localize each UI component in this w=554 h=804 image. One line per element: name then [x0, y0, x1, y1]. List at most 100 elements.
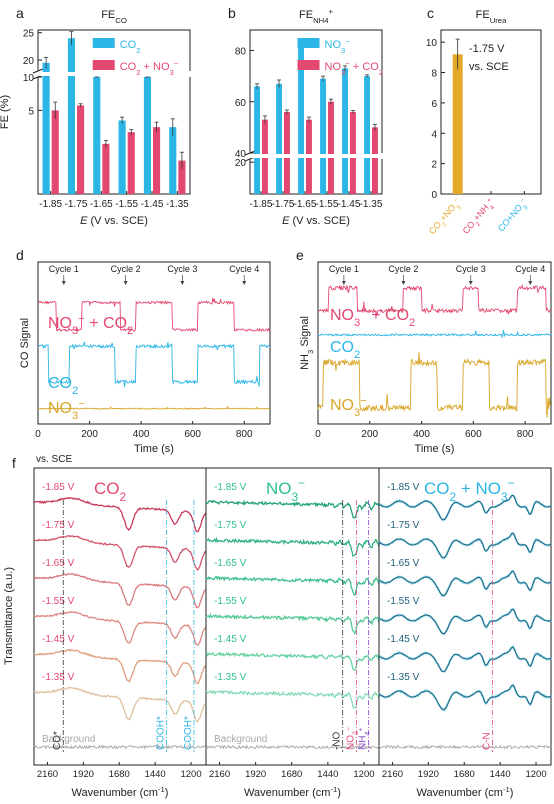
series-label: CO2: [330, 339, 360, 361]
ir-subpanel: CO2 + NO3− 2160 1920 1680 1440 1200 Wavenumber…: [378, 467, 552, 800]
series-label: CO2: [48, 375, 78, 397]
y-tick-label: 20: [235, 158, 247, 169]
potential-label: -1.65 V: [42, 558, 75, 569]
y-tick-label: 8: [431, 69, 437, 80]
cycle-label: Cycle 1: [329, 264, 359, 274]
spectrum-trace: [33, 610, 207, 646]
x-axis-label: E (V vs. SCE): [282, 215, 350, 227]
x-tick-label: 200: [361, 429, 378, 440]
cycle-arrowhead: [528, 281, 533, 285]
legend-label: NO3−: [325, 37, 351, 55]
x-tick-label: -1.55: [316, 199, 339, 210]
spectrum-raw: [378, 607, 552, 636]
x-tick-label: 1200: [525, 769, 546, 780]
y-tick-label: 6: [431, 99, 437, 110]
bar-no3co2: [372, 127, 378, 194]
cycle-label: Cycle 1: [49, 264, 79, 274]
x-tick-label: -1.85: [250, 199, 273, 210]
x-tick-label: 1680: [454, 769, 475, 780]
legend-label: CO2 + NO3−: [120, 59, 179, 77]
x-tick-label: 1200: [180, 769, 201, 780]
panel-letter: e: [296, 247, 304, 263]
cycle-label: Cycle 3: [456, 264, 486, 274]
subpanel-title: CO2: [94, 479, 127, 504]
y-tick-label: 20: [23, 56, 35, 67]
cycle-label: Cycle 4: [229, 264, 259, 274]
panel-letter: a: [16, 5, 24, 21]
category-label: CO2+NO3−: [427, 196, 466, 238]
y-axis-label: FE (%): [0, 95, 11, 129]
potential-label: -1.75 V: [42, 520, 75, 531]
x-tick-label: 1440: [317, 769, 338, 780]
bar-co2: [118, 120, 126, 194]
panel-c: FEUrea c 0 2 4 6 8 10 -1.75 V vs. SCE CO2+NO3−CO2+…: [426, 5, 542, 238]
cycle-arrowhead: [468, 281, 473, 285]
bar-co2: [320, 78, 326, 194]
potential-label: -1.85 V: [387, 482, 420, 493]
y-tick-label: 10: [23, 73, 35, 84]
bar-no3co2: [328, 101, 334, 194]
x-axis-label: Wavenumber (cm-1): [417, 785, 514, 800]
spectrum-trace: [205, 576, 380, 596]
legend-label: NO3− + CO2: [325, 59, 384, 77]
trace-no3co2: [37, 298, 271, 333]
y-tick-label: 40: [235, 149, 247, 160]
bar-co2: [298, 42, 304, 194]
spectrum-raw: [378, 494, 552, 522]
y-axis-label: Transmittance (a.u.): [3, 567, 15, 665]
series-label: NO3−: [48, 398, 85, 422]
plot-frame: [249, 29, 383, 195]
bar-no3co2: [178, 160, 186, 194]
background-trace: [33, 744, 207, 750]
x-tick-label: 0: [35, 429, 41, 440]
panel-e: e NH3 Signal 0 200 400 600 800 Time (s) Cycle 1 C…: [296, 247, 552, 455]
x-tick-label: 0: [315, 429, 321, 440]
bar-co2: [254, 86, 260, 194]
potential-label: -1.85 V: [214, 482, 247, 493]
spectrum-trace: [205, 612, 380, 635]
marker-label: COOH*: [183, 716, 194, 750]
potential-label: -1.55 V: [387, 596, 420, 607]
bar-co2: [143, 77, 151, 194]
x-tick-label: -1.55: [115, 199, 138, 210]
y-tick-label: 0: [431, 190, 437, 201]
background-trace: [378, 744, 552, 750]
plot-frame: [37, 261, 271, 425]
bar-co2: [276, 83, 282, 194]
y-tick-label: 25: [23, 29, 35, 40]
legend-swatch: [297, 60, 320, 70]
bar-co2: [169, 127, 177, 194]
cycle-arrowhead: [242, 281, 247, 285]
x-tick-label: -1.35: [166, 199, 189, 210]
x-axis-label: Wavenumber (cm-1): [72, 785, 169, 800]
x-tick-label: 1920: [73, 769, 94, 780]
x-tick-label: 800: [517, 429, 534, 440]
x-tick-label: -1.85: [39, 199, 62, 210]
trace-co2: [37, 341, 271, 388]
x-axis-label: E (V vs. SCE): [80, 215, 148, 227]
subpanel-title: CO2 + NO3−: [424, 476, 515, 504]
legend-label: CO2: [120, 39, 141, 55]
marker-label: CO*: [52, 731, 63, 750]
y-axis-label: NH3 Signal: [299, 316, 315, 370]
x-tick-label: -1.65: [90, 199, 113, 210]
subpanel-title: NO3−: [266, 476, 305, 504]
trace-co2: [317, 329, 552, 339]
x-tick-label: 1440: [490, 769, 511, 780]
bar-no3co2: [127, 132, 135, 194]
marker-label: C-N: [482, 732, 493, 750]
background-trace: [205, 744, 380, 750]
potential-label: -1.55 V: [42, 596, 75, 607]
x-axis-label: Wavenumber (cm-1): [244, 785, 341, 800]
bar-co2: [67, 38, 75, 195]
x-tick-label: -1.45: [338, 199, 361, 210]
x-tick-label: 200: [81, 429, 98, 440]
cycle-label: Cycle 2: [111, 264, 141, 274]
ir-subpanel: CO2 2160 1920 1680 1440 1200 Wavenumber (cm-1)…: [33, 467, 207, 800]
potential-label: -1.35 V: [214, 672, 247, 683]
spectrum-fit: [378, 684, 552, 711]
spectrum-trace: [205, 499, 380, 519]
bar-co2: [93, 77, 101, 194]
bar-no3co2: [153, 127, 161, 194]
